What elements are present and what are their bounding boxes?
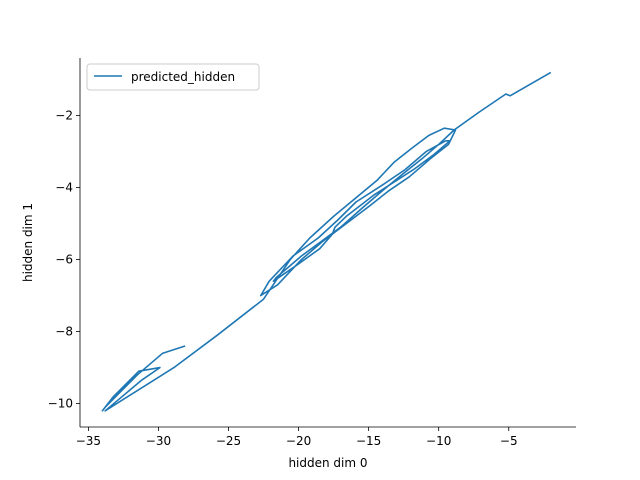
y-tick-label: −6 (55, 253, 73, 267)
legend: predicted_hidden (86, 63, 260, 91)
y-tick-label: −8 (55, 325, 73, 339)
series-group (101, 71, 552, 412)
axes: −35 −30 −25 −20 −15 −10 −5 −10 −8 −6 −4 −2 hidden di… (21, 58, 576, 470)
x-tick-label: −15 (356, 434, 381, 448)
x-tick-label: −10 (426, 434, 451, 448)
legend-label: predicted_hidden (131, 70, 235, 84)
y-axis-label: hidden dim 1 (21, 203, 35, 282)
y-tick-label: −4 (55, 181, 73, 195)
x-tick-label: −30 (146, 434, 171, 448)
y-tick-label: −2 (55, 109, 73, 123)
x-axis-label: hidden dim 0 (288, 456, 367, 470)
y-tick-label: −10 (48, 397, 73, 411)
legend-box (86, 63, 260, 91)
x-tick-label: −20 (286, 434, 311, 448)
x-tick-label: −35 (76, 434, 101, 448)
series-line-0 (101, 71, 552, 412)
x-tick-label: −25 (216, 434, 241, 448)
x-tick-label: −5 (500, 434, 518, 448)
